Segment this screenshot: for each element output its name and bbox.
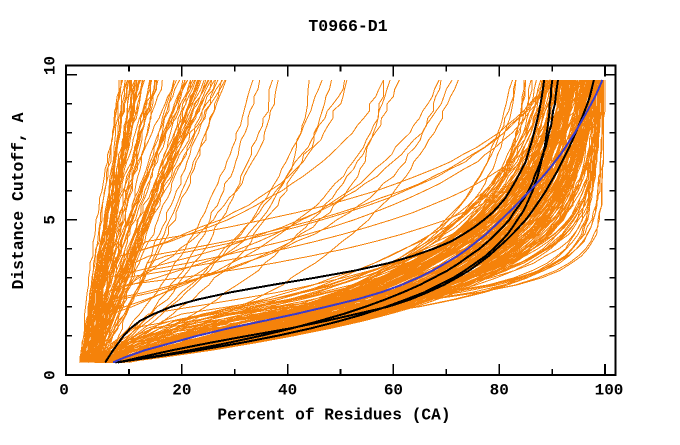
svg-text:40: 40 <box>278 382 297 400</box>
svg-text:80: 80 <box>490 382 509 400</box>
svg-text:100: 100 <box>595 382 624 400</box>
svg-text:0: 0 <box>59 382 69 400</box>
svg-text:10: 10 <box>42 56 60 75</box>
svg-text:60: 60 <box>384 382 403 400</box>
svg-text:0: 0 <box>42 370 60 380</box>
svg-text:Distance Cutoff, A: Distance Cutoff, A <box>9 112 28 289</box>
svg-text:Percent of Residues (CA): Percent of Residues (CA) <box>217 407 450 425</box>
svg-text:T0966-D1: T0966-D1 <box>308 17 387 36</box>
svg-text:20: 20 <box>172 382 191 400</box>
svg-text:5: 5 <box>42 215 60 225</box>
